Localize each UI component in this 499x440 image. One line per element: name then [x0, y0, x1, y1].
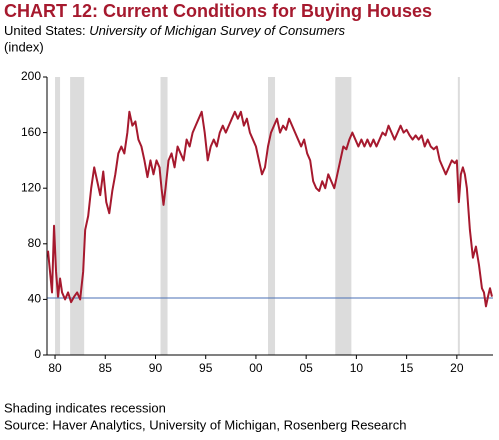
series-line: [47, 110, 493, 308]
region: United States:: [4, 23, 86, 38]
chart-subtitle: United States: University of Michigan Su…: [4, 23, 346, 38]
y-tick-label: 0: [34, 347, 41, 361]
recession-band: [335, 77, 352, 355]
x-tick-label: 85: [99, 361, 113, 375]
x-tick-label: 00: [249, 361, 263, 375]
x-tick-label: 80: [48, 361, 62, 375]
y-tick-label: 200: [21, 69, 41, 83]
x-tick-label: 15: [400, 361, 414, 375]
recession-band: [160, 77, 168, 355]
y-tick-label: 160: [21, 125, 41, 139]
y-unit: (index): [4, 39, 44, 54]
recession-band: [70, 77, 85, 355]
note: Shading indicates recession: [4, 400, 166, 415]
recession-band: [267, 77, 276, 355]
chart-title: CHART 12: Current Conditions for Buying …: [4, 1, 432, 21]
survey: University of Michigan Survey of Consume…: [89, 23, 345, 38]
x-tick-label: 90: [149, 361, 163, 375]
x-tick-label: 20: [450, 361, 464, 375]
y-tick-label: 80: [28, 236, 42, 250]
x-tick-label: 05: [299, 361, 313, 375]
y-tick-label: 40: [28, 292, 42, 306]
recession-band: [55, 77, 61, 355]
recession-band: [457, 77, 460, 355]
source: Source: Haver Analytics, University of M…: [4, 417, 406, 432]
x-tick-label: 95: [199, 361, 213, 375]
y-tick-label: 120: [21, 180, 41, 194]
x-tick-label: 10: [350, 361, 364, 375]
